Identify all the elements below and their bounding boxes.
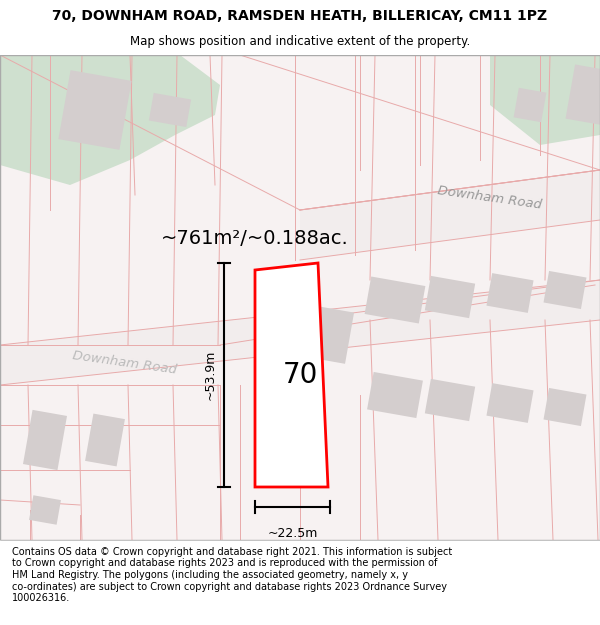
- Text: Contains OS data © Crown copyright and database right 2021. This information is : Contains OS data © Crown copyright and d…: [12, 547, 452, 603]
- Text: ~22.5m: ~22.5m: [268, 527, 317, 540]
- Polygon shape: [487, 273, 533, 313]
- Polygon shape: [286, 302, 354, 364]
- Polygon shape: [544, 271, 586, 309]
- Text: 70, DOWNHAM ROAD, RAMSDEN HEATH, BILLERICAY, CM11 1PZ: 70, DOWNHAM ROAD, RAMSDEN HEATH, BILLERI…: [52, 9, 548, 24]
- Polygon shape: [29, 495, 61, 525]
- Polygon shape: [300, 170, 600, 260]
- Text: ~53.9m: ~53.9m: [203, 350, 217, 400]
- Polygon shape: [514, 88, 547, 122]
- Polygon shape: [365, 276, 425, 324]
- Polygon shape: [544, 388, 586, 426]
- Polygon shape: [490, 55, 600, 145]
- Text: Downham Road: Downham Road: [437, 184, 543, 212]
- Polygon shape: [0, 280, 600, 385]
- Polygon shape: [0, 55, 220, 185]
- Text: Downham Road: Downham Road: [72, 349, 178, 377]
- Polygon shape: [85, 414, 125, 466]
- Polygon shape: [425, 379, 475, 421]
- Polygon shape: [149, 93, 191, 127]
- Polygon shape: [367, 372, 423, 418]
- Polygon shape: [425, 276, 475, 318]
- Polygon shape: [23, 410, 67, 470]
- Text: Map shows position and indicative extent of the property.: Map shows position and indicative extent…: [130, 35, 470, 48]
- Polygon shape: [566, 64, 600, 126]
- Polygon shape: [255, 263, 328, 487]
- Polygon shape: [487, 383, 533, 423]
- Polygon shape: [58, 70, 131, 150]
- Text: ~761m²/~0.188ac.: ~761m²/~0.188ac.: [161, 229, 349, 248]
- Text: 70: 70: [283, 361, 317, 389]
